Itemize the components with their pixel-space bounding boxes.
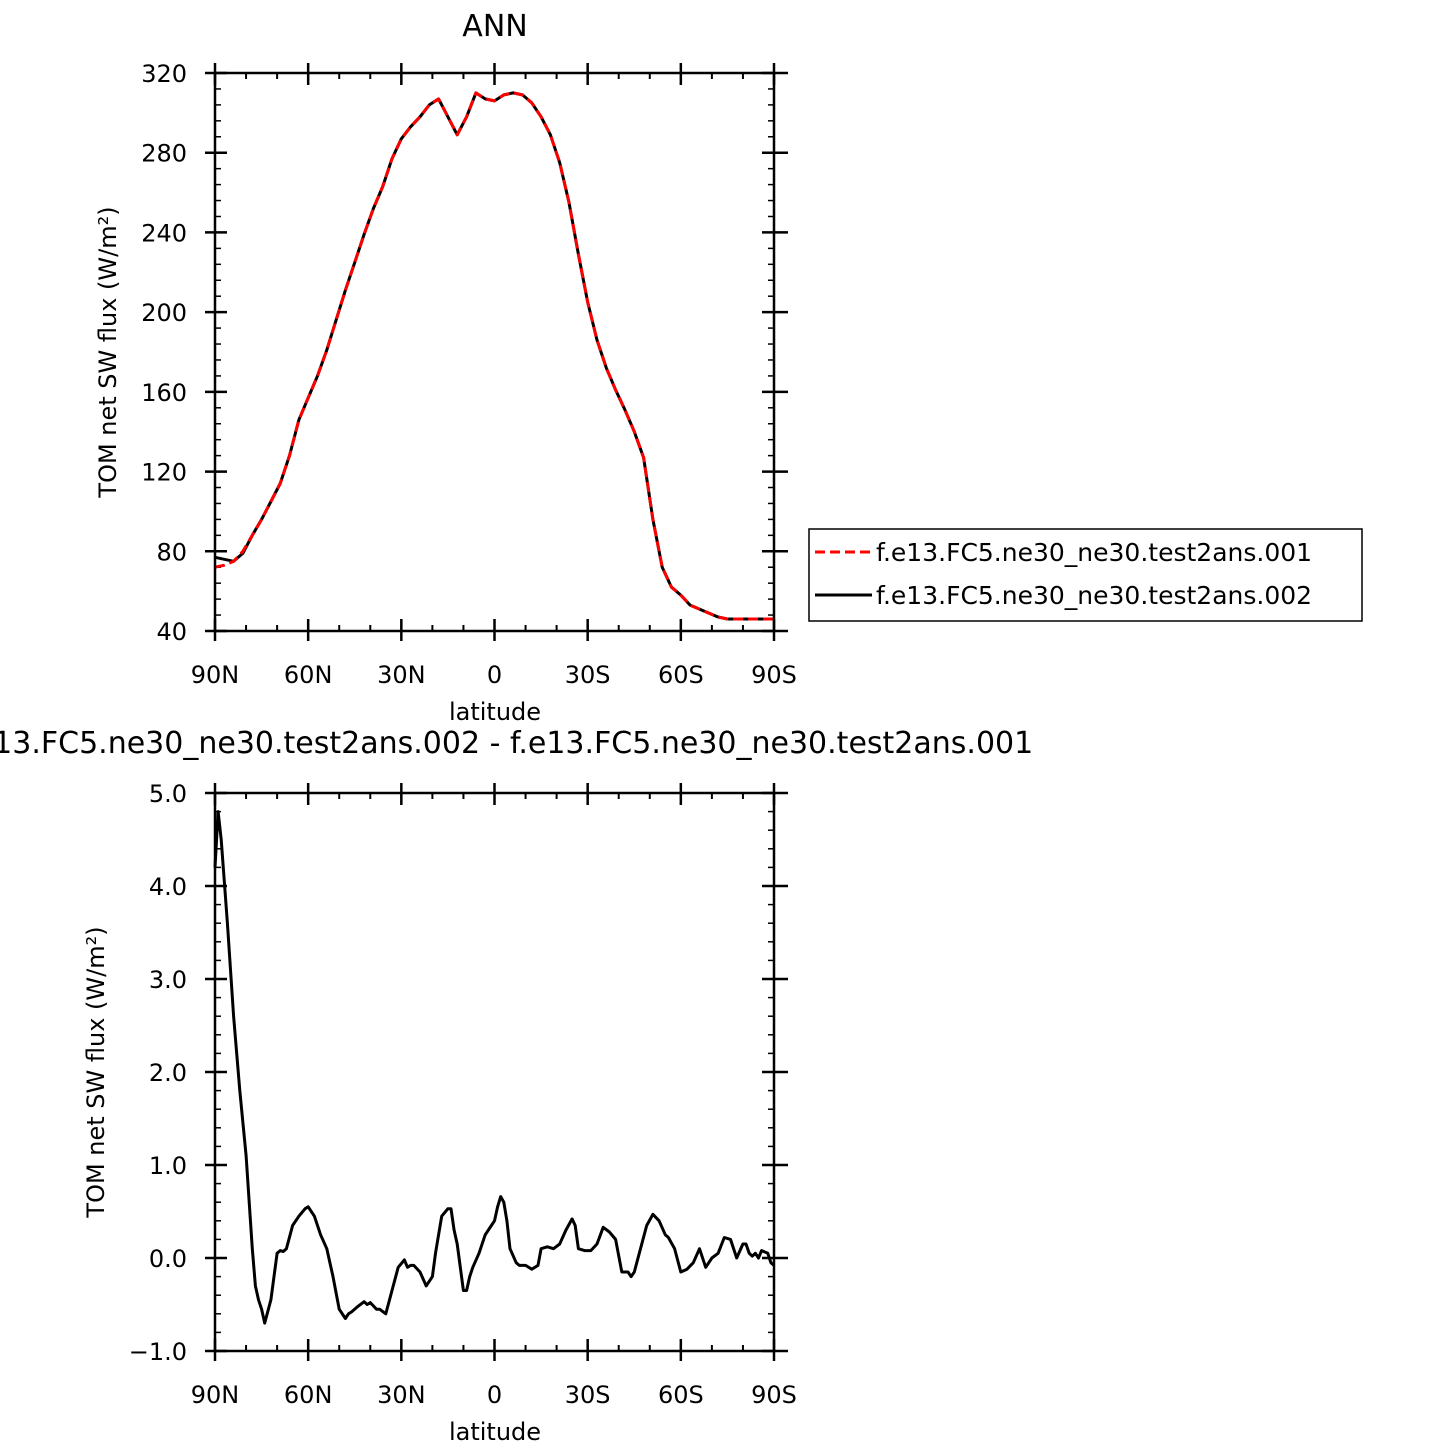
- top-y-tick-label: 120: [141, 459, 187, 487]
- top-x-axis-label: latitude: [449, 698, 541, 726]
- bottom-panel: f.e13.FC5.ne30_ne30.test2ans.002 - f.e13…: [0, 726, 1033, 1446]
- bottom-y-tick-label: 4.0: [149, 873, 187, 901]
- bottom-y-tick-label: 3.0: [149, 966, 187, 994]
- top-x-tick-label: 0: [487, 661, 502, 689]
- bottom-x-axis-label: latitude: [449, 1418, 541, 1446]
- bottom-x-tick-label: 60S: [658, 1381, 704, 1409]
- legend: f.e13.FC5.ne30_ne30.test2ans.001 f.e13.F…: [808, 528, 1363, 622]
- bottom-plot-title: f.e13.FC5.ne30_ne30.test2ans.002 - f.e13…: [0, 726, 1033, 761]
- top-x-tick-label: 90S: [751, 661, 797, 689]
- bottom-series: [213, 810, 775, 1325]
- legend-entry-2: f.e13.FC5.ne30_ne30.test2ans.002: [815, 581, 1312, 610]
- bottom-y-axis-label: TOM net SW flux (W/m²): [82, 926, 110, 1218]
- top-y-axis-label: TOM net SW flux (W/m²): [94, 206, 122, 498]
- legend-label-2: f.e13.FC5.ne30_ne30.test2ans.002: [876, 581, 1312, 610]
- bottom-x-tick-label: 90S: [751, 1381, 797, 1409]
- bottom-x-tick-label: 60N: [284, 1381, 333, 1409]
- top-y-tick-label: 200: [141, 299, 187, 327]
- top-y-tick-label: 280: [141, 140, 187, 168]
- top-y-tick-label: 80: [156, 538, 187, 566]
- top-y-tick-label: 240: [141, 219, 187, 247]
- bottom-y-tick-label: −1.0: [129, 1338, 187, 1366]
- top-x-tick-label: 30S: [565, 661, 611, 689]
- top-x-tick-label: 30N: [377, 661, 426, 689]
- bottom-series-line-1: [213, 810, 775, 1325]
- top-series-line-1: [214, 91, 774, 621]
- bottom-x-tick-label: 30N: [377, 1381, 426, 1409]
- bottom-x-tick-label: 90N: [191, 1381, 240, 1409]
- bottom-y-tick-label: 1.0: [149, 1152, 187, 1180]
- top-x-tick-label: 60N: [284, 661, 333, 689]
- legend-box: [808, 528, 1363, 622]
- top-series-line-2: [214, 91, 774, 621]
- bottom-x-tick-label: 0: [487, 1381, 502, 1409]
- top-y-tick-label: 160: [141, 379, 187, 407]
- top-x-tick-label: 90N: [191, 661, 240, 689]
- bottom-ticks: 90N 60N 30N 0 30S 60S 90S −1.0 0.0 1.0 2.0 3.0 4.0 5.…: [129, 780, 797, 1409]
- top-ticks: 90N 60N 30N 0 30S 60S 90S 40 80 120 160 200 240 280 32…: [141, 60, 797, 689]
- top-y-tick-label: 320: [141, 60, 187, 88]
- legend-label-1: f.e13.FC5.ne30_ne30.test2ans.001: [876, 538, 1312, 567]
- top-plot-title: ANN: [462, 9, 527, 44]
- top-y-tick-label: 40: [156, 618, 187, 646]
- top-series: [214, 91, 774, 621]
- bottom-x-tick-label: 30S: [565, 1381, 611, 1409]
- top-panel: ANN 90N 60N 30N 0 30S 60S 90S 40 80 120 160 200 240 2…: [94, 9, 1363, 726]
- top-x-tick-label: 60S: [658, 661, 704, 689]
- bottom-y-tick-label: 2.0: [149, 1059, 187, 1087]
- legend-entry-1: f.e13.FC5.ne30_ne30.test2ans.001: [815, 538, 1312, 567]
- bottom-y-tick-label: 0.0: [149, 1245, 187, 1273]
- bottom-plot-frame: [213, 791, 776, 1353]
- bottom-y-tick-label: 5.0: [149, 780, 187, 808]
- top-plot-frame: [213, 71, 776, 633]
